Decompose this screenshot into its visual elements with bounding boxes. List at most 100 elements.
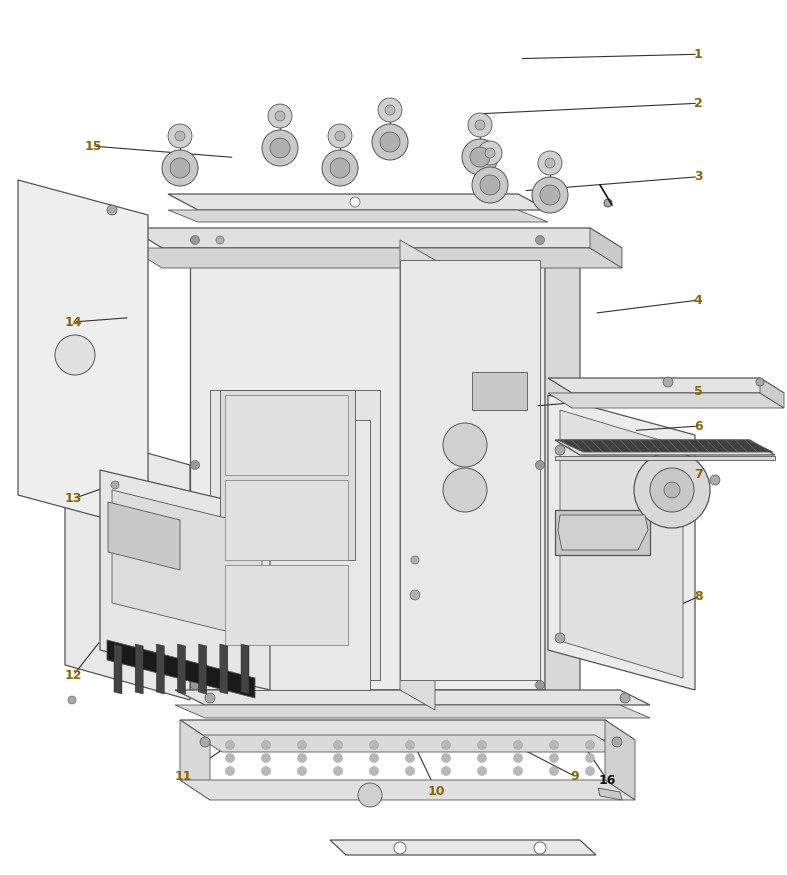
Circle shape bbox=[485, 148, 495, 158]
Polygon shape bbox=[107, 640, 255, 698]
Polygon shape bbox=[555, 510, 650, 555]
Polygon shape bbox=[114, 644, 122, 694]
Polygon shape bbox=[130, 228, 622, 248]
Circle shape bbox=[443, 423, 487, 467]
Circle shape bbox=[442, 766, 450, 775]
Circle shape bbox=[478, 141, 502, 165]
Circle shape bbox=[370, 766, 379, 775]
Circle shape bbox=[478, 753, 486, 762]
Text: 6: 6 bbox=[694, 420, 702, 432]
Circle shape bbox=[190, 460, 199, 470]
Polygon shape bbox=[225, 480, 348, 560]
Polygon shape bbox=[225, 565, 348, 645]
Circle shape bbox=[535, 681, 545, 690]
Polygon shape bbox=[225, 395, 348, 475]
Circle shape bbox=[328, 124, 352, 148]
Circle shape bbox=[478, 766, 486, 775]
Circle shape bbox=[261, 766, 271, 775]
Circle shape bbox=[107, 205, 117, 215]
Circle shape bbox=[634, 452, 710, 528]
Circle shape bbox=[68, 696, 76, 704]
Polygon shape bbox=[210, 390, 380, 680]
Polygon shape bbox=[555, 440, 775, 455]
Circle shape bbox=[226, 766, 235, 775]
Circle shape bbox=[513, 766, 523, 775]
Polygon shape bbox=[195, 735, 622, 752]
Polygon shape bbox=[157, 644, 164, 694]
Circle shape bbox=[226, 740, 235, 750]
Polygon shape bbox=[198, 644, 207, 694]
Circle shape bbox=[664, 482, 680, 498]
Circle shape bbox=[275, 111, 285, 121]
Polygon shape bbox=[548, 393, 784, 408]
Circle shape bbox=[586, 753, 594, 762]
Circle shape bbox=[385, 105, 395, 115]
Circle shape bbox=[370, 753, 379, 762]
Circle shape bbox=[261, 753, 271, 762]
Polygon shape bbox=[180, 720, 210, 800]
Text: 10: 10 bbox=[428, 786, 445, 798]
Circle shape bbox=[540, 185, 560, 205]
Polygon shape bbox=[590, 228, 622, 268]
Polygon shape bbox=[168, 194, 548, 210]
Circle shape bbox=[604, 199, 612, 207]
Circle shape bbox=[442, 753, 450, 762]
Circle shape bbox=[442, 740, 450, 750]
Circle shape bbox=[620, 693, 630, 703]
Text: 13: 13 bbox=[65, 493, 82, 505]
Text: 15: 15 bbox=[84, 140, 102, 152]
Circle shape bbox=[468, 113, 492, 137]
Circle shape bbox=[663, 377, 673, 387]
Circle shape bbox=[334, 753, 342, 762]
Circle shape bbox=[55, 335, 95, 375]
Polygon shape bbox=[250, 420, 370, 690]
Circle shape bbox=[549, 766, 559, 775]
Polygon shape bbox=[168, 210, 548, 222]
Circle shape bbox=[410, 590, 420, 600]
Circle shape bbox=[168, 124, 192, 148]
Circle shape bbox=[475, 120, 485, 130]
Circle shape bbox=[756, 378, 764, 386]
Polygon shape bbox=[108, 502, 180, 570]
Circle shape bbox=[380, 132, 400, 152]
Polygon shape bbox=[175, 690, 650, 705]
Circle shape bbox=[297, 740, 306, 750]
Circle shape bbox=[262, 130, 298, 166]
Circle shape bbox=[334, 740, 342, 750]
Text: 4: 4 bbox=[693, 294, 703, 306]
Circle shape bbox=[370, 740, 379, 750]
Polygon shape bbox=[400, 240, 435, 710]
Text: 2: 2 bbox=[693, 97, 703, 109]
Circle shape bbox=[200, 737, 210, 747]
Polygon shape bbox=[760, 378, 784, 408]
Circle shape bbox=[586, 766, 594, 775]
Circle shape bbox=[335, 131, 345, 141]
Text: 3: 3 bbox=[694, 171, 702, 183]
Circle shape bbox=[478, 740, 486, 750]
Circle shape bbox=[297, 766, 306, 775]
Circle shape bbox=[111, 481, 119, 489]
Circle shape bbox=[653, 486, 661, 494]
Text: 16: 16 bbox=[599, 774, 616, 787]
Polygon shape bbox=[180, 720, 635, 740]
Circle shape bbox=[513, 753, 523, 762]
Circle shape bbox=[535, 235, 545, 244]
Circle shape bbox=[650, 468, 694, 512]
Circle shape bbox=[358, 783, 382, 807]
Text: 11: 11 bbox=[175, 770, 192, 782]
Circle shape bbox=[411, 556, 419, 564]
Circle shape bbox=[175, 131, 185, 141]
Circle shape bbox=[405, 753, 415, 762]
Polygon shape bbox=[548, 378, 784, 393]
Polygon shape bbox=[220, 390, 355, 560]
Circle shape bbox=[405, 766, 415, 775]
Polygon shape bbox=[555, 456, 775, 460]
Text: 14: 14 bbox=[65, 316, 82, 328]
Polygon shape bbox=[330, 840, 596, 855]
Polygon shape bbox=[241, 644, 249, 694]
Circle shape bbox=[549, 753, 559, 762]
Circle shape bbox=[513, 740, 523, 750]
Circle shape bbox=[350, 197, 360, 207]
Polygon shape bbox=[598, 788, 622, 800]
Circle shape bbox=[405, 740, 415, 750]
